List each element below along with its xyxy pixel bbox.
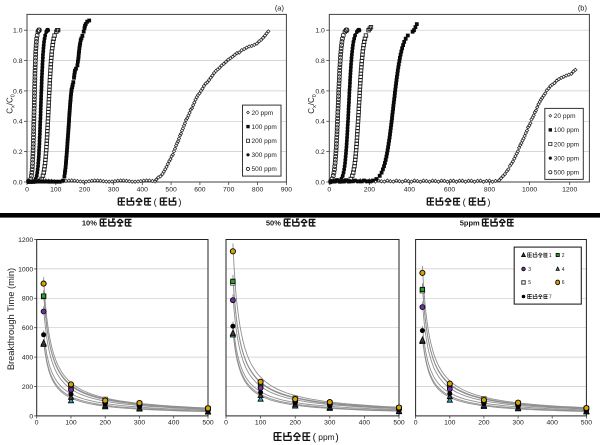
svg-text:1000: 1000 [18,266,33,273]
svg-text:6: 6 [562,280,565,286]
svg-text:200: 200 [290,420,302,427]
svg-text:Breakthrough Time (min): Breakthrough Time (min) [6,268,16,370]
svg-text:2: 2 [562,253,565,259]
svg-text:600: 600 [194,187,206,194]
svg-text:0.6: 0.6 [13,88,23,95]
svg-text:500: 500 [393,420,405,427]
svg-text:(a): (a) [275,4,285,13]
svg-text:Cx/C0: Cx/C0 [307,94,318,113]
svg-text:0.8: 0.8 [315,58,325,65]
svg-text:5: 5 [528,280,531,286]
svg-text:200: 200 [364,187,376,194]
svg-text:0: 0 [224,420,228,427]
svg-text:20 ppm: 20 ppm [554,113,576,120]
svg-text:0: 0 [35,420,39,427]
svg-text:100: 100 [65,420,77,427]
svg-text:1200: 1200 [18,237,33,244]
svg-text:600: 600 [22,325,34,332]
svg-text:1.0: 1.0 [315,28,325,35]
svg-text:500: 500 [202,420,214,427]
svg-text:0.0: 0.0 [315,179,325,186]
svg-text:(: ( [154,197,157,207]
svg-text:50%: 50% [266,218,281,227]
svg-text:5ppm: 5ppm [460,218,480,227]
svg-text:400: 400 [168,420,180,427]
svg-text:100: 100 [50,187,62,194]
svg-text:200: 200 [478,420,490,427]
svg-text:300: 300 [108,187,120,194]
svg-text:500: 500 [581,420,593,427]
svg-text:20 ppm: 20 ppm [252,110,274,117]
svg-text:1.0: 1.0 [13,28,23,35]
svg-text:200 ppm: 200 ppm [554,141,579,148]
svg-text:1000: 1000 [522,187,537,194]
svg-text:100 ppm: 100 ppm [252,124,277,131]
svg-text:0: 0 [25,187,29,194]
svg-text:900: 900 [281,187,293,194]
svg-text:4: 4 [562,267,565,273]
svg-text:ppm: ppm [318,432,334,442]
svg-text:100: 100 [255,420,267,427]
svg-text:200: 200 [22,384,34,391]
svg-text:800: 800 [484,187,496,194]
svg-text:400: 400 [359,420,371,427]
svg-text:400: 400 [404,187,416,194]
svg-text:(b): (b) [578,4,588,13]
svg-text:0: 0 [414,420,418,427]
svg-text:1: 1 [549,253,552,259]
svg-text:7: 7 [549,294,552,300]
svg-text:): ) [487,197,490,207]
svg-text:0.0: 0.0 [13,179,23,186]
svg-text:1200: 1200 [562,187,577,194]
svg-text:0.4: 0.4 [13,119,23,126]
svg-text:300: 300 [324,420,336,427]
svg-text:800: 800 [252,187,264,194]
svg-text:0: 0 [327,187,331,194]
svg-text:500: 500 [165,187,177,194]
svg-text:Cx/C0: Cx/C0 [6,94,17,113]
svg-text:400: 400 [22,355,34,362]
svg-text:800: 800 [22,296,34,303]
svg-text:700: 700 [223,187,235,194]
svg-text:0.2: 0.2 [13,149,23,156]
svg-text:0.8: 0.8 [13,58,23,65]
svg-text:100: 100 [444,420,456,427]
svg-text:): ) [335,432,338,443]
svg-text:3: 3 [528,267,531,273]
svg-text:500 ppm: 500 ppm [554,170,579,177]
svg-text:0.6: 0.6 [315,88,325,95]
svg-text:0.2: 0.2 [315,149,325,156]
svg-text:600: 600 [444,187,456,194]
svg-text:300: 300 [512,420,524,427]
svg-text:300 ppm: 300 ppm [252,152,277,159]
svg-text:200 ppm: 200 ppm [252,138,277,145]
svg-text:0.4: 0.4 [315,119,325,126]
svg-text:): ) [178,197,181,207]
svg-text:400: 400 [137,187,149,194]
svg-text:500 ppm: 500 ppm [252,166,277,173]
svg-text:100 ppm: 100 ppm [554,127,579,134]
svg-text:200: 200 [100,420,112,427]
svg-text:400: 400 [547,420,559,427]
svg-text:300: 300 [134,420,146,427]
svg-text:10%: 10% [82,218,97,227]
svg-text:0: 0 [29,413,33,420]
svg-text:200: 200 [79,187,91,194]
svg-text:300 ppm: 300 ppm [554,155,579,162]
svg-text:(: ( [463,197,466,207]
svg-text:(: ( [313,432,317,443]
